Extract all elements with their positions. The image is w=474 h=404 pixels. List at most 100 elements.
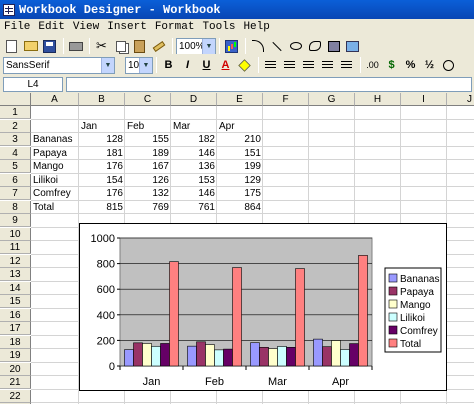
underline-button[interactable]: U xyxy=(202,59,211,71)
column-header-j[interactable]: J xyxy=(447,93,474,106)
row-header-22[interactable]: 22 xyxy=(0,389,31,403)
row-header-16[interactable]: 16 xyxy=(0,308,31,322)
zoom-select[interactable]: 100% ▼ xyxy=(176,37,216,55)
column-header-i[interactable]: I xyxy=(401,93,447,106)
row-header-7[interactable]: 7 xyxy=(0,187,31,200)
time-format-button[interactable] xyxy=(440,57,457,74)
cell[interactable]: 176 xyxy=(106,188,123,199)
paste-button[interactable] xyxy=(131,38,148,55)
row-header-2[interactable]: 2 xyxy=(0,119,31,133)
cell[interactable]: Bananas xyxy=(33,134,73,145)
align-left-button[interactable] xyxy=(262,57,279,74)
cell[interactable]: Mar xyxy=(173,120,191,132)
cell[interactable]: 815 xyxy=(106,201,123,213)
menu-help[interactable]: Help xyxy=(243,21,270,33)
align-right-button[interactable] xyxy=(300,57,317,74)
row-header-17[interactable]: 17 xyxy=(0,322,31,335)
italic-button[interactable]: I xyxy=(185,59,190,71)
column-header-c[interactable]: C xyxy=(125,93,171,106)
embedded-chart[interactable]: 0 200 400 600 800 1000 Jan Feb Mar Apr Bananas Papa… xyxy=(79,223,447,391)
cell[interactable]: 210 xyxy=(244,134,261,145)
select-all-corner[interactable] xyxy=(0,93,31,106)
column-header-b[interactable]: B xyxy=(79,93,125,106)
row-header-8[interactable]: 8 xyxy=(0,200,31,214)
font-color-button[interactable]: A xyxy=(221,59,230,71)
cell[interactable]: Papaya xyxy=(33,147,67,159)
row-header-12[interactable]: 12 xyxy=(0,254,31,268)
new-button[interactable] xyxy=(3,38,20,55)
cell[interactable]: 864 xyxy=(244,201,261,213)
copy-button[interactable] xyxy=(112,38,129,55)
cell[interactable]: Comfrey xyxy=(33,188,71,199)
percent-button[interactable]: % xyxy=(405,59,416,71)
row-header-21[interactable]: 21 xyxy=(0,376,31,389)
cell[interactable]: 132 xyxy=(152,188,169,199)
cell[interactable]: 154 xyxy=(106,174,123,186)
cut-button[interactable]: ✂ xyxy=(93,38,110,55)
chart-wizard-button[interactable] xyxy=(223,38,240,55)
row-header-11[interactable]: 11 xyxy=(0,241,31,254)
menu-insert[interactable]: Insert xyxy=(107,21,147,33)
row-header-9[interactable]: 9 xyxy=(0,214,31,227)
cell[interactable]: Feb xyxy=(127,120,145,132)
cell[interactable]: Jan xyxy=(81,120,98,132)
column-header-h[interactable]: H xyxy=(355,93,401,106)
cell[interactable]: 155 xyxy=(152,134,169,145)
name-box[interactable]: L4 xyxy=(3,77,63,92)
fill-color-button[interactable] xyxy=(236,57,253,74)
draw-arc-button[interactable] xyxy=(249,38,266,55)
row-header-18[interactable]: 18 xyxy=(0,335,31,349)
column-header-e[interactable]: E xyxy=(217,93,263,106)
column-header-a[interactable]: A xyxy=(31,93,79,106)
open-button[interactable] xyxy=(22,38,39,55)
row-header-3[interactable]: 3 xyxy=(0,133,31,146)
draw-shape-button[interactable] xyxy=(306,38,323,55)
cell[interactable]: 175 xyxy=(244,188,261,199)
chevron-down-icon[interactable]: ▼ xyxy=(202,38,215,54)
row-header-6[interactable]: 6 xyxy=(0,173,31,187)
chevron-down-icon[interactable]: ▼ xyxy=(101,57,114,73)
menu-file[interactable]: File xyxy=(4,21,31,33)
cell[interactable]: 176 xyxy=(106,161,123,172)
cell[interactable]: Lilikoi xyxy=(33,174,59,186)
cell[interactable]: 136 xyxy=(198,161,215,172)
cell[interactable]: 189 xyxy=(152,147,169,159)
align-center-button[interactable] xyxy=(281,57,298,74)
menu-format[interactable]: Format xyxy=(154,21,195,33)
cell[interactable]: Apr xyxy=(219,120,235,132)
draw-ellipse-button[interactable] xyxy=(287,38,304,55)
cell[interactable]: 128 xyxy=(106,134,123,145)
justify-button[interactable] xyxy=(319,57,336,74)
cell[interactable]: 761 xyxy=(198,201,215,213)
column-header-g[interactable]: G xyxy=(309,93,355,106)
row-header-1[interactable]: 1 xyxy=(0,106,31,119)
font-size-select[interactable]: 10 ▼ xyxy=(125,56,153,74)
cell[interactable]: 126 xyxy=(152,174,169,186)
decimal-button[interactable]: .00 xyxy=(366,60,379,70)
cell[interactable]: 146 xyxy=(198,188,215,199)
cell[interactable]: 181 xyxy=(106,147,123,159)
print-button[interactable] xyxy=(67,38,84,55)
menu-tools[interactable]: Tools xyxy=(202,21,236,33)
format-painter-button[interactable] xyxy=(150,38,167,55)
cell[interactable]: 129 xyxy=(244,174,261,186)
insert-image-button[interactable] xyxy=(344,38,361,55)
row-header-20[interactable]: 20 xyxy=(0,362,31,376)
column-header-d[interactable]: D xyxy=(171,93,217,106)
menu-view[interactable]: View xyxy=(72,21,100,33)
cell[interactable]: 182 xyxy=(198,134,215,145)
row-header-14[interactable]: 14 xyxy=(0,281,31,295)
cell[interactable]: 146 xyxy=(198,147,215,159)
cell[interactable]: 769 xyxy=(152,201,169,213)
row-header-10[interactable]: 10 xyxy=(0,227,31,241)
fraction-button[interactable]: ½ xyxy=(424,59,435,71)
draw-line-button[interactable] xyxy=(268,38,285,55)
row-header-5[interactable]: 5 xyxy=(0,160,31,173)
cell[interactable]: 167 xyxy=(152,161,169,172)
save-button[interactable] xyxy=(41,38,58,55)
cell[interactable]: 199 xyxy=(244,161,261,172)
row-header-19[interactable]: 19 xyxy=(0,349,31,362)
cell[interactable]: Mango xyxy=(33,161,64,172)
currency-button[interactable]: $ xyxy=(388,59,395,71)
formula-input[interactable] xyxy=(66,77,472,92)
